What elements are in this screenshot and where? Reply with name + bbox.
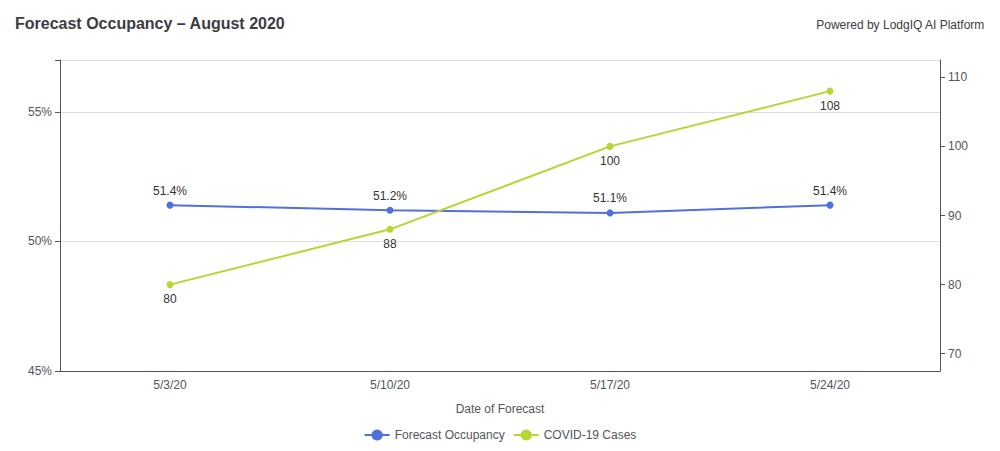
svg-text:88: 88 bbox=[383, 237, 397, 251]
svg-text:5/24/20: 5/24/20 bbox=[810, 378, 850, 392]
svg-text:Forecast Occupancy: Forecast Occupancy bbox=[395, 428, 505, 442]
svg-text:80: 80 bbox=[163, 292, 177, 306]
svg-text:55%: 55% bbox=[28, 105, 52, 119]
svg-text:70: 70 bbox=[948, 347, 962, 361]
svg-text:100: 100 bbox=[948, 139, 968, 153]
svg-text:Powered by LodgIQ AI Platform: Powered by LodgIQ AI Platform bbox=[816, 18, 984, 32]
svg-text:5/17/20: 5/17/20 bbox=[590, 378, 630, 392]
svg-text:Date of Forecast: Date of Forecast bbox=[456, 402, 545, 416]
svg-text:Forecast Occupancy – August 20: Forecast Occupancy – August 2020 bbox=[15, 15, 285, 32]
svg-text:5/3/20: 5/3/20 bbox=[153, 378, 187, 392]
svg-text:51.2%: 51.2% bbox=[373, 189, 407, 203]
svg-text:80: 80 bbox=[948, 278, 962, 292]
svg-text:51.4%: 51.4% bbox=[153, 184, 187, 198]
svg-text:110: 110 bbox=[948, 70, 967, 84]
svg-text:51.4%: 51.4% bbox=[813, 184, 847, 198]
svg-text:5/10/20: 5/10/20 bbox=[370, 378, 410, 392]
svg-text:50%: 50% bbox=[28, 234, 52, 248]
svg-text:90: 90 bbox=[948, 209, 962, 223]
svg-text:COVID-19 Cases: COVID-19 Cases bbox=[544, 428, 637, 442]
svg-text:45%: 45% bbox=[28, 364, 52, 378]
svg-text:108: 108 bbox=[820, 99, 840, 113]
svg-text:51.1%: 51.1% bbox=[593, 191, 627, 205]
svg-text:100: 100 bbox=[600, 154, 620, 168]
